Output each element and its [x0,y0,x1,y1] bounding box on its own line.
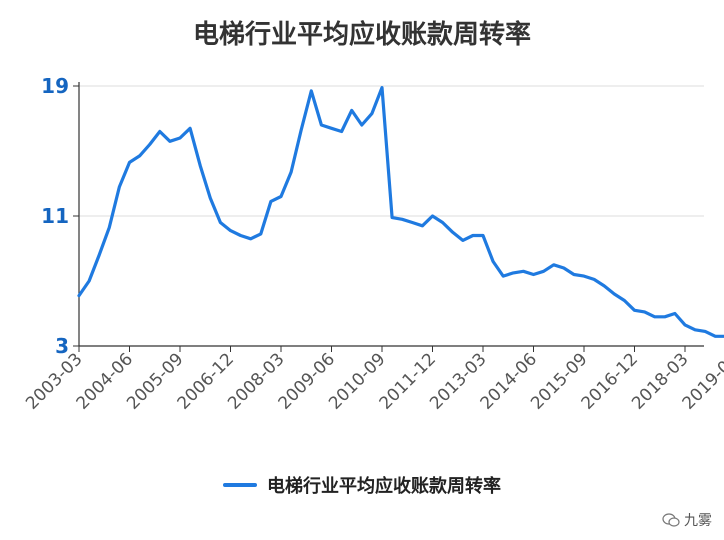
data-point [350,109,353,112]
data-point [199,164,202,167]
data-point [209,197,212,200]
data-point [603,284,606,287]
y-tick-label: 19 [41,74,69,98]
series-layer [77,86,724,338]
wechat-icon [662,513,680,527]
series-line [77,86,724,338]
data-point [108,226,111,229]
data-point [78,294,81,297]
data-point [643,310,646,313]
chart-title: 电梯行业平均应收账款周转率 [192,20,531,50]
legend[interactable]: 电梯行业平均应收账款周转率 [0,472,724,498]
data-point [381,86,384,89]
data-point [98,254,101,257]
data-point [694,328,697,331]
data-point [653,315,656,318]
data-point [441,221,444,224]
data-point [502,275,505,278]
data-point [522,270,525,273]
watermark: 九雾 [662,510,712,530]
data-point [179,137,182,140]
data-point [239,234,242,237]
data-point [704,330,707,333]
data-point [158,130,161,133]
data-point [219,221,222,224]
data-point [684,323,687,326]
data-point [128,161,131,164]
data-point [310,89,313,92]
data-point [633,309,636,312]
tick-labels: 311192003-032004-062005-092006-122008-03… [22,74,724,414]
data-point [391,216,394,219]
data-point [280,195,283,198]
data-point [189,127,192,130]
axes [73,82,704,352]
legend-swatch [223,483,257,487]
data-point [492,260,495,263]
y-tick-label: 11 [41,204,69,228]
data-point [411,221,414,224]
data-point [320,124,323,127]
data-point [229,229,232,232]
data-point [401,218,404,221]
data-point [593,278,596,281]
data-point [360,124,363,127]
data-point [512,271,515,274]
data-point [168,140,171,143]
data-point [431,215,434,218]
data-point [663,315,666,318]
data-point [300,128,303,131]
legend-label: 电梯行业平均应收账款周转率 [267,476,501,497]
data-point [269,200,272,203]
watermark-text: 九雾 [684,513,712,529]
data-point [552,263,555,266]
data-point [461,239,464,242]
data-point [673,312,676,315]
data-point [714,335,717,338]
data-point [148,143,151,146]
data-point [623,299,626,302]
y-tick-label: 3 [55,334,69,358]
data-point [370,112,373,115]
data-point [572,273,575,276]
data-point [562,267,565,270]
data-point [259,232,262,235]
data-point [613,293,616,296]
data-point [138,154,141,157]
data-point [583,275,586,278]
data-point [290,171,293,174]
data-point [482,234,485,237]
data-point [471,234,474,237]
data-point [451,231,454,234]
data-point [421,224,424,227]
data-point [88,280,91,283]
data-point [249,237,252,240]
data-point [340,130,343,133]
data-point [118,185,121,188]
data-point [330,127,333,130]
data-point [542,270,545,273]
data-point [532,273,535,276]
